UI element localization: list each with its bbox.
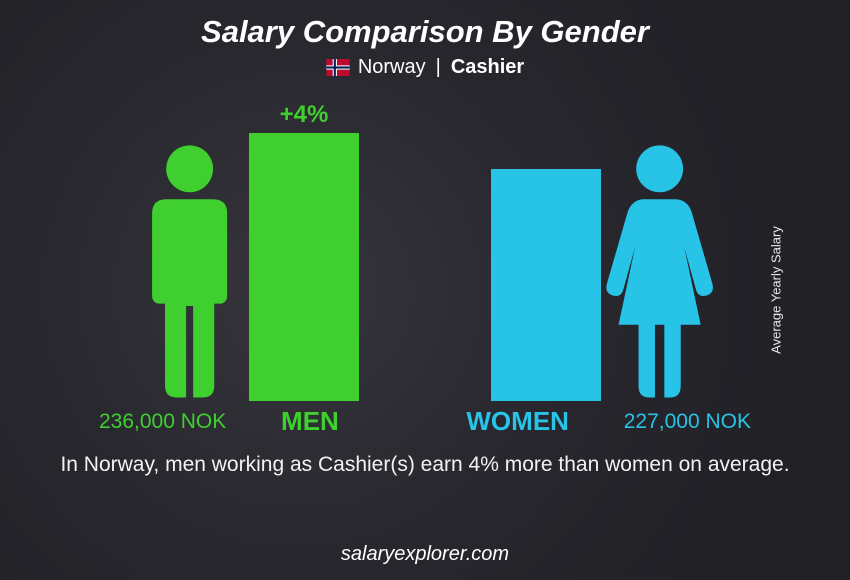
page-title: Salary Comparison By Gender [0, 14, 850, 50]
subtitle-row: Norway | Cashier [0, 56, 850, 79]
job-label: Cashier [451, 56, 524, 79]
caption-text: In Norway, men working as Cashier(s) ear… [60, 451, 790, 479]
men-group: +4% [131, 101, 359, 401]
man-icon [131, 143, 249, 401]
women-group [491, 143, 719, 401]
footer-source: salaryexplorer.com [0, 543, 850, 566]
y-axis-label: Average Yearly Salary [769, 226, 784, 354]
men-label: MEN [281, 406, 339, 437]
norway-flag-icon [326, 59, 350, 76]
labels-row: 236,000 NOK MEN WOMEN 227,000 NOK [95, 406, 755, 437]
men-salary: 236,000 NOK [99, 410, 226, 434]
country-label: Norway [358, 56, 426, 79]
separator: | [436, 56, 441, 79]
men-bar-wrap: +4% [249, 101, 359, 401]
women-label: WOMEN [466, 406, 569, 437]
women-salary: 227,000 NOK [624, 410, 751, 434]
men-bar [249, 133, 359, 401]
women-bar [491, 169, 601, 401]
diff-label: +4% [280, 101, 329, 129]
woman-icon [601, 143, 719, 401]
comparison-chart: +4% 236,000 NOK MEN WOMEN 227,000 NOK [95, 97, 755, 437]
women-bar-wrap [491, 169, 601, 401]
header: Salary Comparison By Gender Norway | Cas… [0, 0, 850, 79]
